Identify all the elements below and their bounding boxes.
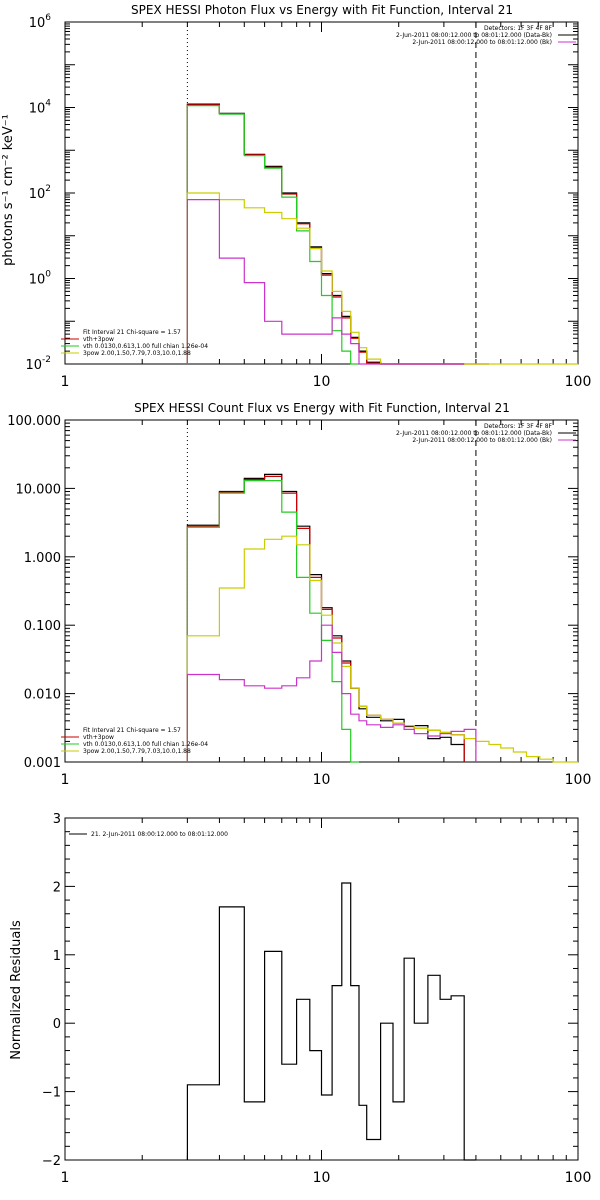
p1-x-tick-label: 10 (313, 374, 331, 390)
residuals-panel: Normalized Residuals 1 10 100 −2 −1 0 1 2 3 21. 2… (9, 812, 591, 1186)
p1-legend-bl-text: 3pow 2.00,1.50,7.79,7.03,10.0,1.88 (83, 350, 191, 357)
p2-legend-bl-text: vth+3pow (83, 734, 114, 741)
p3-x-tick-label: 10 (313, 1170, 331, 1186)
p1-series-vth (186, 105, 359, 365)
p2-x-tick-label: 1 (61, 772, 70, 788)
p1-legend-tr-text: 2-Jun-2011 08:00:12.000 to 08:01:12.000 … (412, 39, 552, 46)
p1-legend-bl-text: vth 0.0130,0.613,1.00 full chian 1.26e-0… (83, 343, 208, 350)
p1-x-tick-label: 1 (61, 374, 70, 390)
p2-y-tick-label: 10.000 (16, 482, 62, 497)
p1-y-tick-label: 100 (29, 270, 52, 288)
p2-legend-bl-text: 3pow 2.00,1.50,7.79,7.03,10.0,1.88 (83, 748, 191, 755)
p1-legend-bl-text: vth+3pow (83, 336, 114, 343)
p3-y-tick-label: −2 (42, 1154, 61, 1169)
p2-y-tick-label: 1.000 (24, 551, 61, 566)
photon-flux-plot-frame (64, 21, 579, 365)
p2-y-tick-label: 100.000 (7, 414, 61, 429)
count-flux-title: SPEX HESSI Count Flux vs Energy with Fit… (134, 401, 510, 415)
photon-flux-ylabel: photons s⁻¹ cm⁻² keV⁻¹ (1, 114, 16, 266)
p1-series-fit (186, 104, 489, 365)
p2-y-tick-label: 0.001 (24, 756, 61, 771)
p2-legend-bl-text: Fit Interval 21 Chi-square = 1.57 (83, 727, 181, 734)
p3-legend-tl-text: 21. 2-Jun-2011 08:00:12.000 to 08:01:12.… (91, 831, 228, 838)
p2-series-data (186, 473, 465, 762)
count-flux-panel: SPEX HESSI Count Flux vs Energy with Fit… (7, 401, 591, 788)
p3-series-resid (186, 882, 476, 1161)
p2-series-vth (186, 480, 359, 763)
p3-y-tick-label: 3 (53, 812, 61, 827)
residuals-plot-frame (64, 817, 579, 1161)
p2-series-bk (186, 624, 477, 762)
p1-y-tick-label: 106 (29, 13, 52, 31)
p3-x-tick-label: 1 (61, 1170, 70, 1186)
p3-y-tick-label: 1 (53, 949, 61, 964)
residuals-plot: 1 10 100 −2 −1 0 1 2 3 21. 2-Jun-2011 08:00:12.00… (42, 812, 592, 1186)
p3-y-tick-label: 2 (53, 880, 61, 895)
p3-x-tick-label: 100 (565, 1170, 592, 1186)
p2-series-fit (186, 475, 465, 762)
p2-legend-tr-text: 2-Jun-2011 08:00:12.000 to 08:01:12.000 … (412, 437, 552, 444)
residuals-ylabel: Normalized Residuals (9, 920, 24, 1060)
p2-legend-tr-text: Detectors: 1F 3F 4F 8F (484, 423, 553, 430)
p2-legend-bl-text: vth 0.0130,0.613,1.00 full chian 1.26e-0… (83, 741, 208, 748)
p2-series-pow (186, 535, 578, 763)
p1-legend-bl-text: Fit Interval 21 Chi-square = 1.57 (83, 329, 181, 336)
p2-y-tick-label: 0.010 (24, 688, 61, 703)
p2-y-tick-label: 0.100 (24, 619, 61, 634)
photon-flux-plot: 1 10 100 10-2 100 102 104 106 Detectors: 1F 3F 4… (25, 13, 591, 390)
p1-legend-tr-text: 2-Jun-2011 08:00:12.000 to 08:01:12.000 … (396, 32, 552, 39)
p1-x-tick-label: 100 (565, 374, 592, 390)
p2-x-tick-label: 100 (565, 772, 592, 788)
count-flux-plot: 1 10 100 0.001 0.010 0.100 1.000 10.000 100.000 D… (7, 414, 591, 788)
photon-flux-title: SPEX HESSI Photon Flux vs Energy with Fi… (131, 3, 513, 17)
p1-series-pow (186, 192, 578, 365)
p3-y-tick-label: 0 (53, 1017, 61, 1032)
p1-series-data (186, 103, 465, 365)
p1-legend-tr-text: Detectors: 1F 3F 4F 8F (484, 25, 553, 32)
p2-legend-tr-text: 2-Jun-2011 08:00:12.000 to 08:01:12.000 … (396, 430, 552, 437)
p1-series-bk (186, 199, 465, 365)
p1-y-tick-label: 104 (29, 99, 52, 117)
p1-y-tick-label: 102 (29, 184, 51, 202)
p1-y-tick-label: 10-2 (25, 355, 51, 373)
p2-x-tick-label: 10 (313, 772, 331, 788)
p3-y-tick-label: −1 (42, 1086, 61, 1101)
photon-flux-panel: SPEX HESSI Photon Flux vs Energy with Fi… (1, 3, 591, 390)
